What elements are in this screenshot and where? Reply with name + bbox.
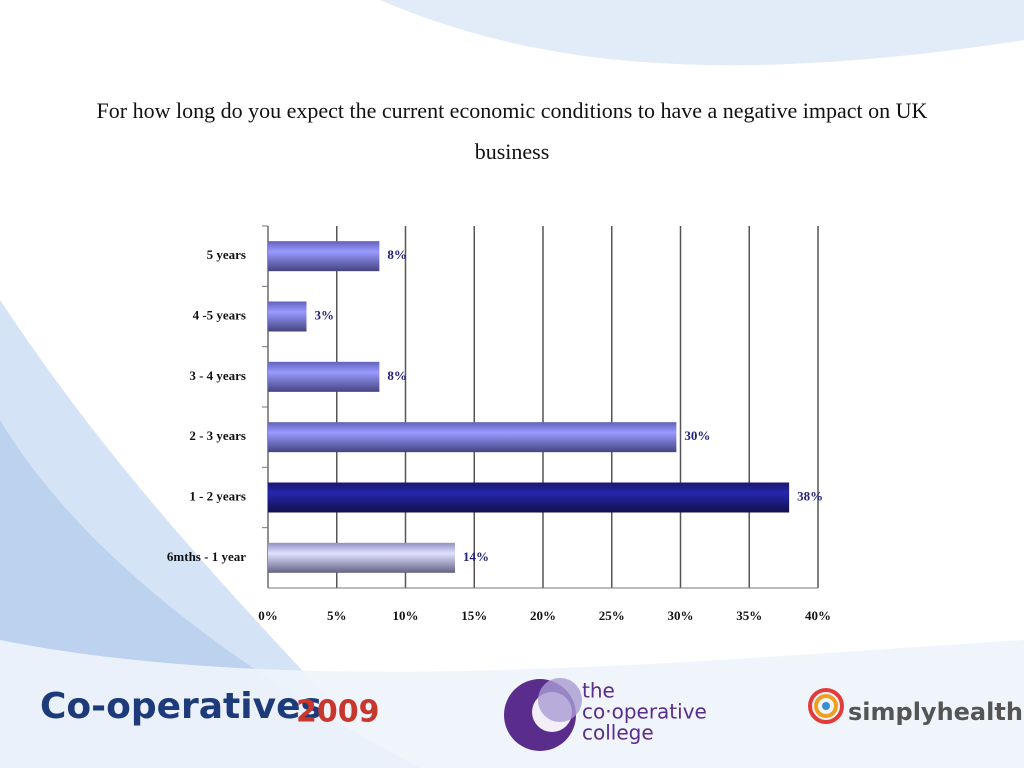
category-label: 6mths - 1 year (167, 549, 246, 564)
background-swirl (380, 0, 1024, 66)
bar (268, 241, 380, 272)
category-label: 4 -5 years (193, 307, 246, 322)
bar (268, 301, 307, 332)
bar (268, 422, 677, 453)
chart-title: For how long do you expect the current e… (96, 98, 928, 164)
category-label: 1 - 2 years (189, 488, 246, 503)
logo-text: the (582, 679, 615, 703)
logo-text: co·operative (582, 700, 707, 724)
logo-text: 2009 (296, 695, 380, 730)
x-tick-label: 0% (258, 608, 278, 623)
value-label: 38% (797, 488, 823, 503)
category-label: 3 - 4 years (189, 368, 246, 383)
logo-icon (822, 702, 830, 710)
category-label: 2 - 3 years (189, 428, 246, 443)
logo-text: college (582, 721, 654, 745)
bar (268, 542, 455, 573)
x-tick-label: 20% (530, 608, 556, 623)
x-tick-label: 15% (461, 608, 487, 623)
logo-text: Co-operatives (40, 686, 322, 727)
x-tick-label: 35% (736, 608, 762, 623)
x-tick-label: 40% (805, 608, 831, 623)
x-tick-label: 30% (668, 608, 694, 623)
x-tick-label: 25% (599, 608, 625, 623)
logo-icon (808, 688, 844, 724)
category-label: 5 years (207, 247, 246, 262)
bar (268, 361, 380, 392)
bar (268, 482, 790, 513)
logo-icon (538, 678, 582, 722)
value-label: 3% (315, 307, 335, 322)
x-tick-label: 5% (327, 608, 347, 623)
value-label: 30% (684, 428, 710, 443)
logo-icon (814, 694, 838, 718)
value-label: 8% (387, 368, 407, 383)
value-label: 8% (387, 247, 407, 262)
value-label: 14% (463, 549, 489, 564)
logo-text: simplyhealth (848, 698, 1023, 726)
x-tick-label: 10% (393, 608, 419, 623)
